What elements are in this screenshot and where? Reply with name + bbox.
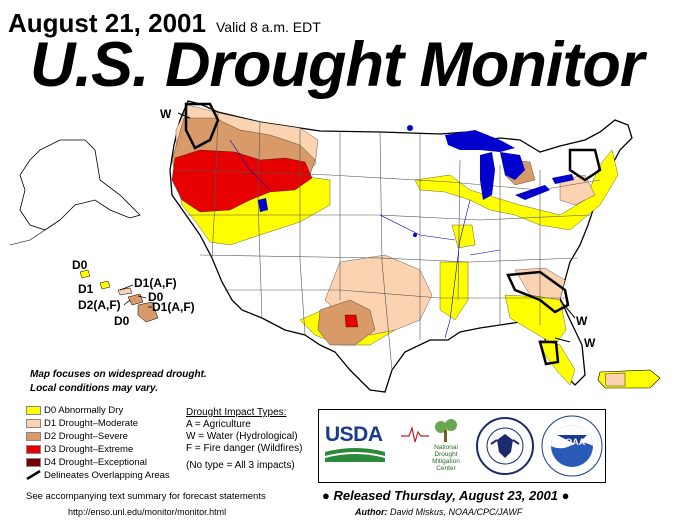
w-label-northwest: W [160, 107, 172, 121]
note-line-1: Map focuses on widespread drought. [30, 369, 207, 380]
ndmc-logo-text: National Drought Mitigation Center [429, 444, 463, 472]
legend-item-d0: D0 Abnormally Dry [26, 404, 170, 416]
legend-item-overlap: Delineates Overlapping Areas [26, 469, 170, 481]
hawaii-molokai [117, 287, 133, 296]
legend-label-d1: D1 Drought–Moderate [44, 417, 138, 429]
release-text: Released Thursday, August 23, 2001 [333, 488, 558, 503]
d0-illinois [451, 224, 476, 249]
legend-item-d3: D3 Drought–Extreme [26, 443, 170, 455]
puerto-rico-d1 [604, 372, 626, 387]
legend-swatch-d1 [26, 418, 41, 428]
hawaii-leader-lines [119, 284, 152, 308]
w-label-southeast-2: W [584, 336, 596, 350]
w-leader-lines [177, 112, 576, 343]
legend-label-d4: D4 Drought–Exceptional [44, 456, 147, 468]
hawaii [79, 269, 159, 323]
hawaii-label-d1af: D1(A,F) [134, 276, 177, 290]
legend-label-d0: D0 Abnormally Dry [44, 404, 124, 416]
legend-label-overlap: Delineates Overlapping Areas [44, 469, 170, 481]
author-name: David Miskus, NOAA/CPC/JAWF [390, 507, 523, 517]
ndmc-line-3: Mitigation [432, 458, 460, 465]
noaa-seal-icon [541, 415, 603, 477]
lake-michigan [480, 152, 495, 200]
legend-swatch-d2 [26, 431, 41, 441]
release-date: ● Released Thursday, August 23, 2001 ● [322, 488, 569, 503]
author-label: Author: [355, 507, 388, 517]
water-bodies [258, 125, 574, 237]
bullet-icon: ● [322, 488, 330, 503]
legend-swatch-d3 [26, 444, 41, 454]
alaska-land [19, 139, 141, 231]
overlap-carolinas [506, 270, 570, 314]
legend: D0 Abnormally Dry D1 Drought–Moderate D2… [26, 404, 170, 482]
legend-item-d1: D1 Drought–Moderate [26, 417, 170, 429]
hawaii-kauai [79, 269, 91, 279]
lake-ontario [552, 174, 574, 184]
noaa-logo: NOAA [541, 415, 603, 477]
author-line: Author: David Miskus, NOAA/CPC/JAWF [355, 507, 522, 517]
monitor-url[interactable]: http://enso.unl.edu/monitor/monitor.html [68, 507, 227, 517]
hawaii-label-d1af-2: D1(A,F) [152, 300, 195, 314]
legend-item-d2: D2 Drought–Severe [26, 430, 170, 442]
d3-west-texas [344, 314, 359, 328]
w-label-southeast-1: W [576, 314, 588, 328]
usda-logo: USDA [325, 424, 385, 468]
ndmc-tree-icon [401, 419, 457, 443]
map-note: Map focuses on widespread drought. Local… [30, 368, 207, 396]
impact-types: Drought Impact Types: A = Agriculture W … [186, 407, 302, 472]
alaska [9, 139, 141, 246]
d0-midwest [414, 149, 619, 231]
impact-water: W = Water (Hydrological) [186, 431, 298, 442]
usda-logo-text: USDA [325, 423, 383, 446]
usda-hills-icon [325, 448, 385, 462]
ndmc-line-4: Center [436, 465, 456, 472]
overlap-florida-2 [538, 340, 560, 366]
lake-superior [445, 130, 515, 152]
overlap-florida-1 [568, 148, 602, 182]
overlap-line-icon [26, 470, 41, 480]
ndmc-logo: National Drought Mitigation Center [399, 418, 471, 478]
agency-logos: USDA National Drought Mitigation Center [318, 409, 606, 483]
date-text: August 21, 2001 [8, 8, 206, 38]
page-title: U.S. Drought Monitor [30, 30, 644, 100]
impact-fire: F = Fire danger (Wildfires) [186, 443, 303, 454]
impact-none: (No type = All 3 impacts) [186, 460, 295, 471]
overlap-northwest [184, 102, 220, 150]
great-salt-lake [258, 198, 268, 212]
hawaii-label-d0-bottom: D0 [114, 314, 130, 328]
noaa-logo-text: NOAA [558, 437, 586, 447]
hawaii-big-island [137, 301, 159, 323]
d3-great-basin [171, 149, 313, 213]
d0-southeast [504, 294, 567, 346]
note-line-2: Local conditions may vary. [30, 383, 159, 394]
map-date: August 21, 2001 Valid 8 a.m. EDT [8, 8, 321, 39]
legend-label-d2: D2 Drought–Severe [44, 430, 128, 442]
rivers [229, 139, 501, 339]
lake-huron [500, 152, 525, 180]
hawaii-label-d1: D1 [78, 282, 94, 296]
legend-item-d4: D4 Drought–Exceptional [26, 456, 170, 468]
commerce-seal-icon [476, 417, 534, 475]
drought-d3-areas [171, 149, 359, 328]
impact-agriculture: A = Agriculture [186, 419, 251, 430]
legend-swatch-d4 [26, 457, 41, 467]
forecast-note: See accompanying text summary for foreca… [26, 491, 266, 502]
hawaii-label-d2af: D2(A,F) [78, 298, 121, 312]
ndmc-line-1: National [434, 444, 458, 451]
overlap-outlines [184, 102, 602, 366]
lake-erie [515, 185, 550, 200]
hawaii-maui [127, 293, 144, 306]
hawaii-label-d0-top: D0 [72, 258, 88, 272]
hawaii-oahu [99, 280, 111, 290]
bullet-icon: ● [561, 488, 570, 503]
legend-swatch-d0 [26, 405, 41, 415]
legend-label-d3: D3 Drought–Extreme [44, 443, 134, 455]
impact-heading: Drought Impact Types: [186, 407, 287, 418]
ndmc-line-2: Drought [434, 451, 458, 458]
valid-time: Valid 8 a.m. EDT [215, 19, 321, 35]
hawaii-label-d0-mid: D0 [148, 290, 164, 304]
